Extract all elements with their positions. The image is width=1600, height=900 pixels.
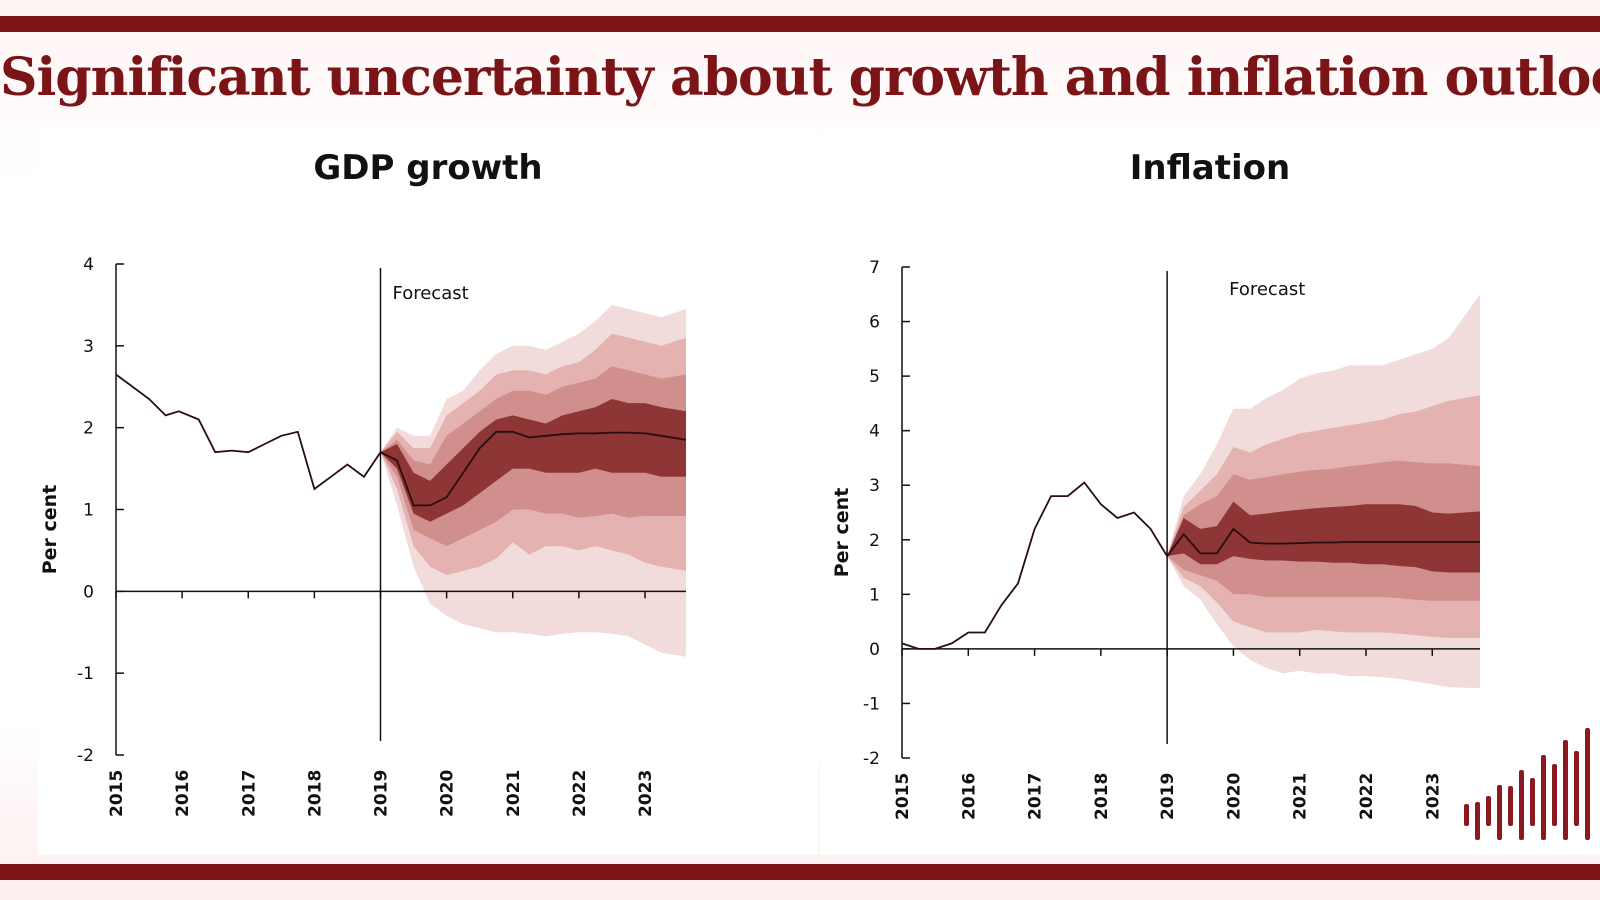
y-tick-label: 3 <box>869 476 880 496</box>
logo-bar <box>1497 785 1502 840</box>
gdp-chart-title: GDP growth <box>313 148 543 188</box>
inflation-chart-title: Inflation <box>1129 148 1291 188</box>
history-line <box>115 373 382 491</box>
logo-bar <box>1563 740 1568 840</box>
history-line <box>901 481 1168 650</box>
soundwave-logo-icon <box>1464 728 1590 840</box>
x-tick-label: 2016 <box>173 770 193 817</box>
logo-bar <box>1530 778 1535 826</box>
y-tick-label: 5 <box>869 367 880 387</box>
x-tick-label: 2017 <box>1026 773 1046 820</box>
x-tick-label: 2015 <box>107 770 127 817</box>
inflation-fan-chart: -2 -1 0 1 2 3 4 5 6 7 2015 2016 2017 2018 2019 2020 2021… <box>831 258 1480 820</box>
slide-title: Significant uncertainty about growth and… <box>0 47 1600 108</box>
x-tick-label: 2020 <box>1224 773 1244 820</box>
y-tick-label: 3 <box>83 337 94 357</box>
y-tick-label: 7 <box>869 258 880 278</box>
gdp-growth-panel: GDP growth -2 -1 0 1 2 3 4 2015 2016 2017 2018 2019… <box>38 130 818 855</box>
inflation-panel: Inflation -2 -1 0 1 2 3 4 5 6 7 2015 2016 2017 2018 20… <box>820 130 1600 855</box>
logo-bar <box>1464 804 1469 826</box>
y-tick-label: -2 <box>863 749 880 769</box>
x-tick-label: 2021 <box>504 770 524 817</box>
central-projection-line <box>1166 527 1480 557</box>
top-accent-bar <box>0 16 1600 32</box>
logo-bar <box>1585 728 1590 840</box>
x-tick-label: 2019 <box>372 770 392 817</box>
forecast-label: Forecast <box>1229 279 1305 300</box>
y-tick-label: -1 <box>863 694 880 714</box>
logo-bar <box>1508 786 1513 826</box>
central-projection-line <box>380 430 687 507</box>
x-tick-label: 2016 <box>959 773 979 820</box>
x-tick-label: 2021 <box>1291 773 1311 820</box>
y-tick-label: -1 <box>77 664 94 684</box>
y-tick-label: 2 <box>869 531 880 551</box>
logo-bar <box>1574 751 1579 826</box>
x-tick-label: 2023 <box>1423 773 1443 820</box>
y-tick-label: 1 <box>83 501 94 521</box>
gdp-growth-fan-chart: -2 -1 0 1 2 3 4 2015 2016 2017 2018 2019 2020 2021 202… <box>39 255 687 817</box>
y-tick-label: 2 <box>83 419 94 439</box>
forecast-label: Forecast <box>393 283 469 304</box>
y-tick-label: 1 <box>869 585 880 605</box>
y-tick-label: 4 <box>83 255 94 275</box>
x-tick-label: 2022 <box>1357 773 1377 820</box>
x-tick-label: 2020 <box>438 770 458 817</box>
y-axis-label: Per cent <box>831 488 853 578</box>
y-tick-label: 0 <box>83 582 94 602</box>
x-tick-label: 2018 <box>305 770 325 817</box>
y-tick-label: 6 <box>869 313 880 333</box>
y-tick-label: -2 <box>77 746 94 766</box>
logo-bar <box>1486 796 1491 826</box>
x-tick-label: 2015 <box>893 773 913 820</box>
x-tick-label: 2023 <box>636 770 656 817</box>
logo-bar <box>1519 770 1524 840</box>
x-tick-label: 2017 <box>239 770 259 817</box>
y-axis-label: Per cent <box>39 485 61 575</box>
fan-band-4 <box>1167 501 1480 573</box>
logo-bar <box>1475 802 1480 840</box>
fan-band-4 <box>380 399 686 522</box>
x-tick-label: 2022 <box>570 770 590 817</box>
y-tick-label: 4 <box>869 422 880 442</box>
logo-bar <box>1541 755 1546 840</box>
bottom-accent-bar <box>0 864 1600 880</box>
x-tick-label: 2018 <box>1092 773 1112 820</box>
x-tick-label: 2019 <box>1158 773 1178 820</box>
y-tick-label: 0 <box>869 640 880 660</box>
logo-bar <box>1552 764 1557 826</box>
